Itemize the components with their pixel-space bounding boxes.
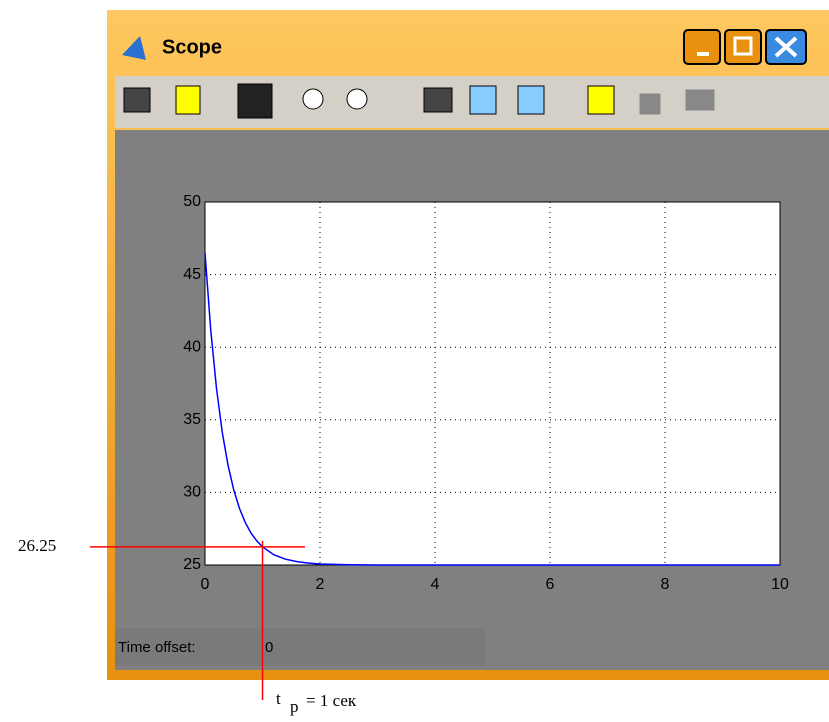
- minimize-button[interactable]: [683, 29, 721, 65]
- params-icon[interactable]: [175, 85, 201, 115]
- print-icon[interactable]: [123, 87, 151, 113]
- y-tick-label: 35: [183, 411, 201, 428]
- window-title: Scope: [162, 36, 222, 58]
- zoom-icon[interactable]: [237, 83, 273, 119]
- time-offset-bar: [115, 628, 485, 666]
- x-tick-label: 0: [201, 576, 210, 593]
- plot-area: [204, 201, 781, 566]
- y-tick-label: 40: [183, 338, 201, 355]
- time-rest: = 1 сек: [306, 691, 357, 710]
- zoom-y-icon[interactable]: [346, 88, 368, 110]
- zoom-x-icon[interactable]: [302, 88, 324, 110]
- time-sub: р: [290, 697, 299, 716]
- save-axes-icon[interactable]: [469, 85, 497, 115]
- x-tick-label: 8: [661, 576, 670, 593]
- x-tick-label: 6: [546, 576, 555, 593]
- app-icon: [122, 36, 146, 60]
- maximize-button[interactable]: [724, 29, 762, 65]
- time-offset-label: Time offset:: [118, 639, 196, 656]
- x-tick-label: 2: [316, 576, 325, 593]
- lock-icon[interactable]: [639, 93, 661, 115]
- close-glyph: [774, 36, 798, 58]
- time-offset-value: 0: [265, 639, 273, 656]
- y-tick-label: 45: [183, 266, 201, 283]
- y-tick-label: 25: [183, 556, 201, 573]
- level-label: 26.25: [18, 536, 56, 555]
- toolbar-icons: [123, 83, 715, 119]
- x-tick-label: 10: [771, 576, 789, 593]
- floating-icon[interactable]: [587, 85, 615, 115]
- x-tick-label: 4: [431, 576, 440, 593]
- signal-icon[interactable]: [685, 89, 715, 111]
- restore-axes-icon[interactable]: [517, 85, 545, 115]
- autoscale-icon[interactable]: [423, 87, 453, 113]
- y-tick-label: 30: [183, 484, 201, 501]
- minimize-glyph: [697, 52, 709, 56]
- maximize-glyph: [733, 36, 753, 56]
- time-label: t: [276, 689, 281, 708]
- data-line: [204, 252, 780, 566]
- y-tick-label: 50: [183, 193, 201, 210]
